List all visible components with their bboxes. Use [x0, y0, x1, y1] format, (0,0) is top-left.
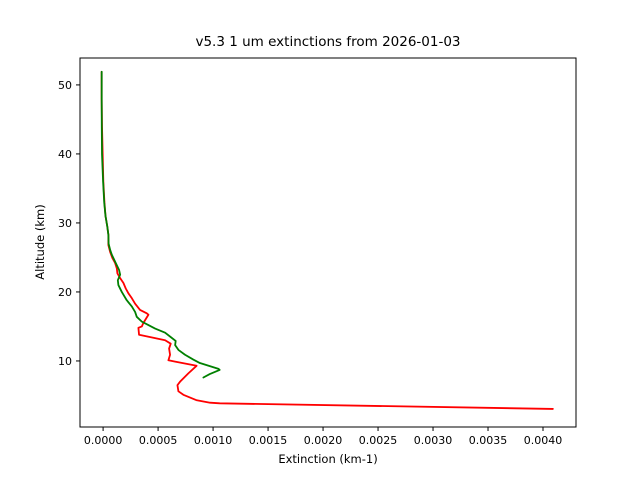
- green-extinction-profile-line: [100, 70, 221, 379]
- x-tick-label: 0.0005: [139, 434, 178, 447]
- y-tick-label: 50: [58, 79, 72, 92]
- y-tick-label: 30: [58, 217, 72, 230]
- y-tick-label: 20: [58, 286, 72, 299]
- x-tick-label: 0.0015: [249, 434, 288, 447]
- x-tick-label: 0.0020: [304, 434, 343, 447]
- y-tick-label: 10: [58, 355, 72, 368]
- chart-title: v5.3 1 um extinctions from 2026-01-03: [195, 34, 461, 50]
- y-tick-label: 40: [58, 148, 72, 161]
- y-axis-label: Altitude (km): [33, 204, 47, 280]
- red-extinction-profile-line: [100, 70, 554, 410]
- x-tick-label: 0.0030: [414, 434, 453, 447]
- x-tick-label: 0.0010: [194, 434, 233, 447]
- x-tick-label: 0.0035: [469, 434, 508, 447]
- axes-spines: [79, 57, 577, 428]
- x-tick-label: 0.0025: [359, 434, 398, 447]
- x-axis-label: Extinction (km-1): [278, 452, 378, 466]
- x-tick-label: 0.0000: [84, 434, 123, 447]
- x-tick-label: 0.0040: [524, 434, 563, 447]
